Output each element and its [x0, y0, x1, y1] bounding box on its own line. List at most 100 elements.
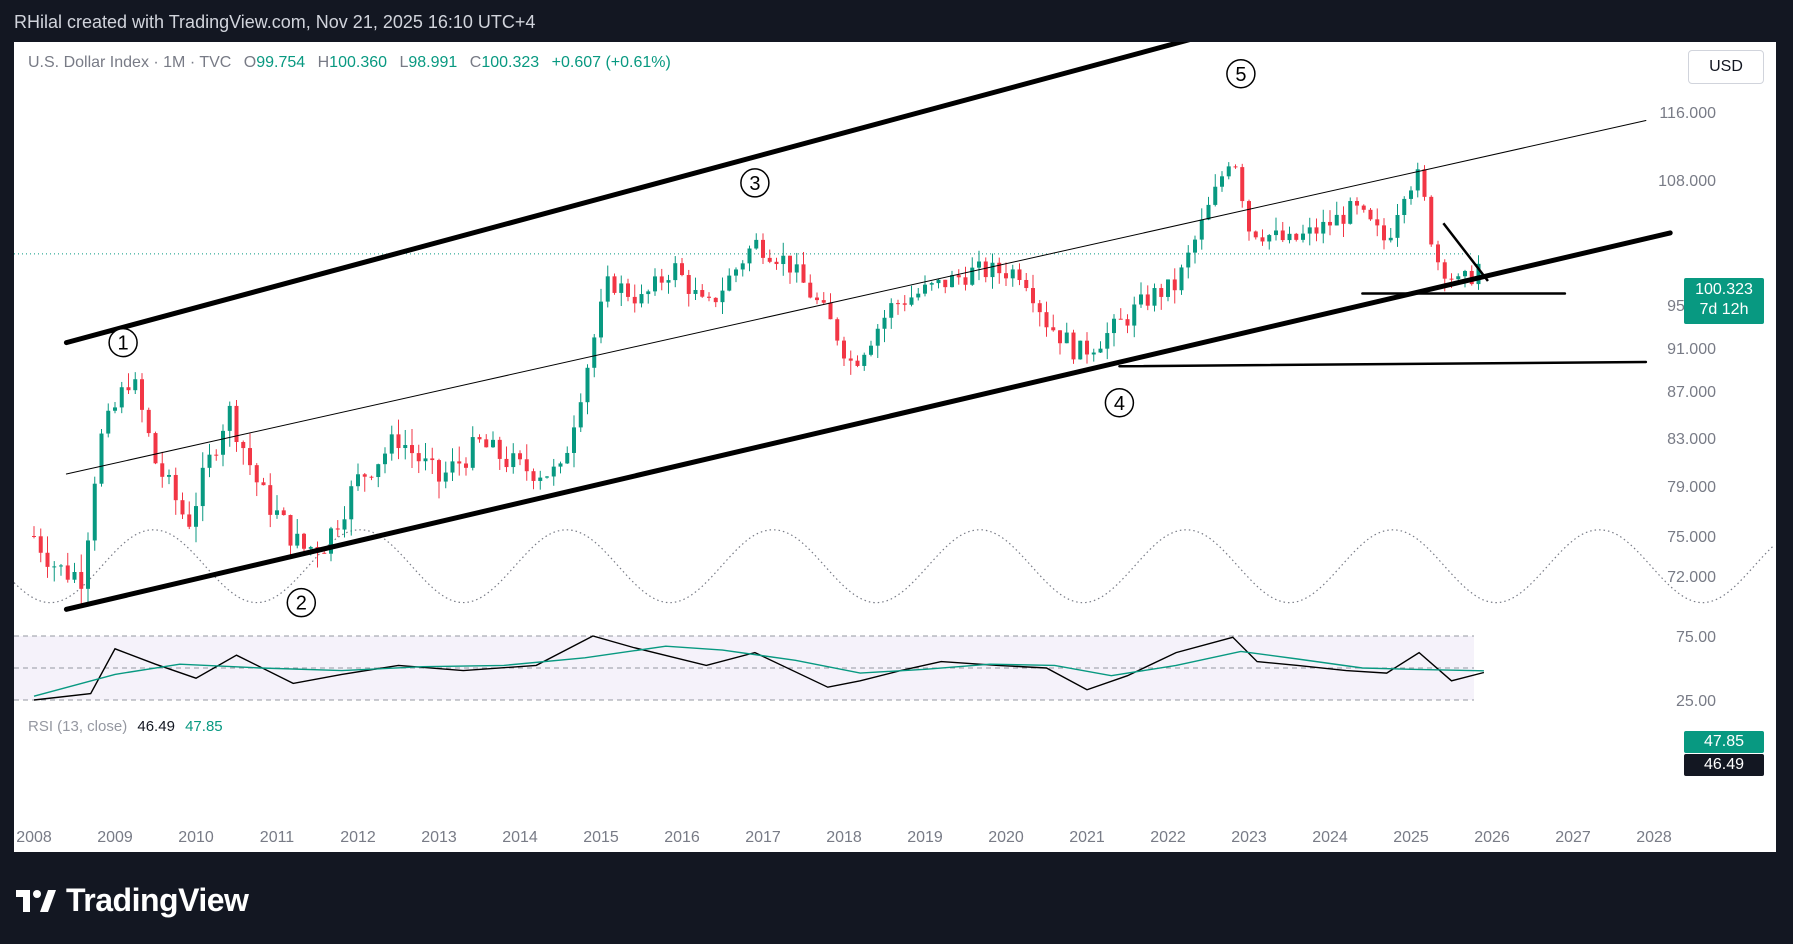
candle-body [734, 269, 738, 276]
candle-body [113, 407, 117, 411]
currency-button[interactable]: USD [1688, 50, 1764, 84]
candle-body [1301, 233, 1305, 240]
rsi-axis-tick: 25.00 [1676, 693, 1716, 710]
candle-body [761, 239, 765, 258]
candle-body [599, 301, 603, 338]
candle-body [646, 291, 651, 295]
candle-body [1172, 279, 1177, 291]
candle-body [1280, 230, 1285, 241]
wave-label-circle [1104, 388, 1135, 418]
candle-body [545, 476, 549, 478]
candle-body [65, 565, 70, 580]
candle-body [983, 261, 988, 278]
candle-body [1287, 233, 1292, 241]
time-axis-tick: 2015 [583, 829, 619, 846]
candle-body [437, 460, 441, 482]
candle-body [585, 367, 590, 403]
candle-body [518, 453, 522, 460]
candle-body [673, 263, 678, 281]
time-axis-tick: 2027 [1555, 829, 1591, 846]
candle-body [430, 458, 435, 461]
candle-body [160, 463, 165, 477]
candle-body [592, 337, 597, 368]
candle-body [1382, 225, 1386, 241]
candle-body [889, 303, 894, 318]
candle-body [977, 261, 981, 268]
candle-body [1456, 276, 1461, 280]
trendline-horizontal-support [1118, 360, 1648, 368]
price-axis-tick: 72.000 [1667, 569, 1716, 586]
time-axis-tick: 2028 [1636, 829, 1672, 846]
candle-body [1274, 230, 1278, 236]
rsi-value-tag: 46.49 [1684, 754, 1764, 776]
candle-body [997, 262, 1002, 274]
candle-body [1334, 214, 1339, 226]
candle-body [376, 464, 381, 478]
candle-body [1037, 303, 1042, 313]
candle-body [268, 485, 273, 515]
rsi-ma-value: 47.85 [185, 718, 223, 735]
candle-body [491, 439, 495, 448]
close-value: 100.323 [481, 54, 540, 71]
candle-body [1449, 278, 1454, 280]
candle-body [416, 453, 421, 462]
candle-body [295, 533, 300, 546]
candle-body [875, 328, 880, 346]
candle-body [666, 280, 671, 283]
candle-body [653, 276, 657, 292]
candle-body [241, 442, 246, 449]
candle-body [281, 510, 286, 516]
candle-body [167, 474, 171, 477]
candle-body [254, 465, 259, 483]
candle-body [1415, 169, 1420, 191]
candle-body [1152, 288, 1157, 306]
time-axis-tick: 2011 [260, 829, 295, 846]
time-axis-tick: 2021 [1069, 829, 1105, 846]
candle-body [896, 303, 900, 305]
candle-body [1024, 279, 1029, 289]
bar-countdown: 7d 12h [1699, 301, 1749, 318]
candle-body [774, 261, 779, 265]
wave-label-1: 1 [118, 333, 129, 355]
low-label: L [399, 54, 409, 71]
candle-body [1145, 294, 1150, 306]
time-axis-tick: 2022 [1150, 829, 1186, 846]
high-value: 100.360 [329, 54, 388, 71]
candle-body [1091, 352, 1096, 355]
candle-body [929, 283, 934, 285]
candle-body [1112, 318, 1116, 334]
wave-label-circle [1226, 59, 1256, 89]
time-axis-tick: 2026 [1474, 829, 1510, 846]
wave-label-circle [740, 168, 770, 198]
candle-body [1247, 201, 1251, 232]
tradingview-logo[interactable]: TradingView [16, 882, 249, 919]
candle-body [59, 565, 63, 567]
time-axis-tick: 2017 [745, 829, 781, 846]
time-axis-tick: 2016 [664, 829, 700, 846]
price-chart[interactable]: 116.000108.00095.00091.00087.00083.00079… [14, 42, 1776, 852]
candle-body [1321, 221, 1326, 234]
trendline-lower-channel [63, 230, 1673, 612]
time-axis-tick: 2024 [1312, 829, 1348, 846]
trendline-wedge [1442, 222, 1489, 282]
candle-body [1199, 219, 1204, 240]
chart-panel[interactable]: 116.000108.00095.00091.00087.00083.00079… [14, 42, 1776, 852]
trendline-mid-line [65, 120, 1647, 475]
candle-body [538, 477, 543, 481]
change-value: +0.607 (+0.61%) [551, 54, 671, 71]
candle-body [1294, 233, 1299, 240]
candle-body [605, 276, 610, 302]
time-axis-tick: 2018 [826, 829, 862, 846]
candle-body [815, 297, 819, 301]
candle-body [916, 293, 921, 298]
candle-body [1463, 270, 1467, 277]
candle-body [92, 483, 97, 541]
candle-body [369, 476, 374, 478]
candle-body [99, 433, 104, 484]
candle-body [349, 486, 354, 520]
rsi-label: RSI (13, close) [28, 718, 128, 735]
candle-body [781, 255, 786, 265]
candle-body [187, 514, 192, 527]
candle-body [1179, 267, 1184, 291]
candle-body [1220, 176, 1224, 187]
